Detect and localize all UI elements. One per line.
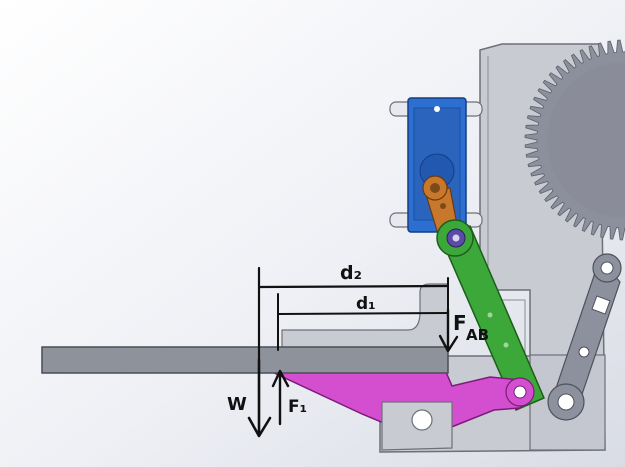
- dimension-annotations: [257, 266, 450, 362]
- frame-plate-inner-edge: [487, 56, 526, 356]
- link-hole: [487, 312, 493, 318]
- frame-lower-hole: [411, 409, 433, 431]
- label-w: W: [227, 394, 247, 415]
- arm-bottom-hole: [557, 393, 575, 411]
- label-f1: F₁: [288, 397, 307, 417]
- arm-top-hole: [600, 261, 614, 275]
- arm-small-hole: [578, 346, 590, 358]
- label-fab-subscript: AB: [466, 326, 489, 344]
- d1-dimension-line: [278, 312, 449, 315]
- horizontal-beam: [41, 346, 449, 374]
- servo-mount-hole: [434, 106, 440, 112]
- gear: [524, 39, 625, 241]
- force-arrows: [247, 308, 459, 438]
- lever-pivot-hole: [513, 385, 527, 399]
- step-block: [281, 283, 449, 353]
- label-d2: d₂: [340, 262, 362, 284]
- link-hole: [503, 342, 509, 348]
- d2-dimension-line: [258, 284, 450, 289]
- w-force-arrow: [247, 358, 272, 438]
- label-fab: F: [453, 311, 467, 335]
- fab-force-arrow: [438, 308, 459, 353]
- label-d1: d₁: [356, 294, 376, 314]
- f1-force-arrow: [271, 369, 290, 426]
- gray-arm: [547, 253, 622, 421]
- green-link: [436, 219, 545, 411]
- gear-hub: [547, 62, 625, 218]
- arm-square-hole: [591, 295, 611, 315]
